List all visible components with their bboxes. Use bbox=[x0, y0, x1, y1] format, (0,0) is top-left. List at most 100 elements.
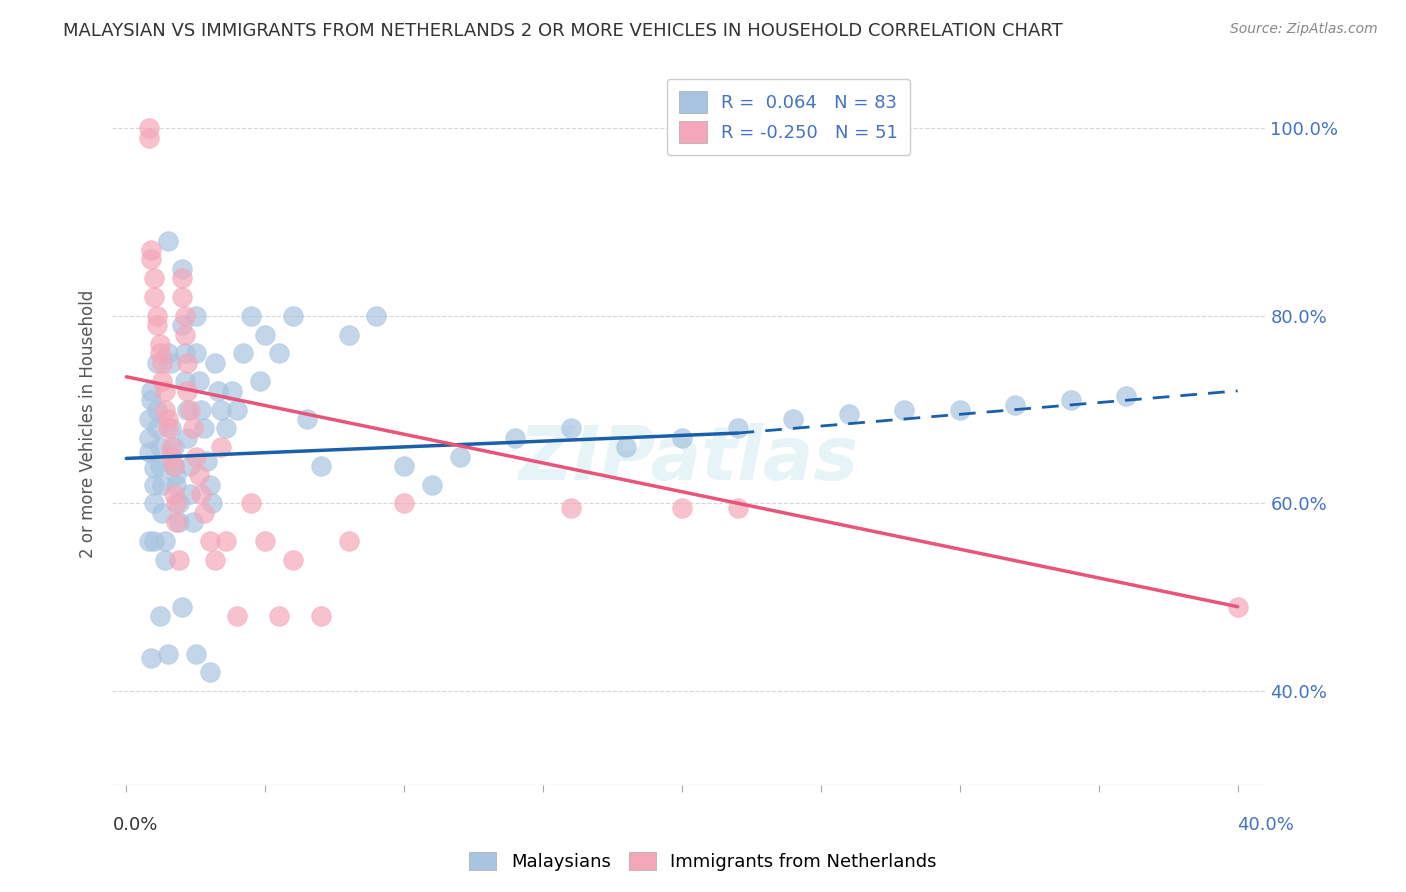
Point bbox=[143, 533, 166, 548]
Point bbox=[170, 599, 193, 614]
Point bbox=[198, 477, 221, 491]
Point bbox=[190, 402, 212, 417]
Point bbox=[152, 356, 174, 370]
Point bbox=[838, 407, 860, 421]
Point bbox=[146, 402, 169, 417]
Point bbox=[184, 450, 207, 464]
Point bbox=[165, 515, 187, 529]
Point bbox=[893, 402, 915, 417]
Point bbox=[671, 431, 693, 445]
Point bbox=[449, 450, 471, 464]
Point bbox=[176, 384, 198, 398]
Point bbox=[190, 487, 212, 501]
Point bbox=[173, 346, 195, 360]
Point bbox=[201, 496, 224, 510]
Point bbox=[141, 393, 163, 408]
Point bbox=[141, 384, 163, 398]
Point bbox=[1060, 393, 1083, 408]
Point bbox=[138, 445, 160, 459]
Point bbox=[392, 496, 415, 510]
Point bbox=[727, 501, 749, 516]
Point bbox=[949, 402, 972, 417]
Point bbox=[146, 421, 169, 435]
Point bbox=[195, 454, 218, 468]
Point bbox=[159, 440, 181, 454]
Point bbox=[170, 261, 193, 276]
Point bbox=[226, 609, 249, 624]
Point bbox=[146, 356, 169, 370]
Point bbox=[179, 458, 201, 473]
Point bbox=[157, 412, 180, 426]
Point bbox=[165, 468, 187, 483]
Point bbox=[173, 309, 195, 323]
Point bbox=[204, 553, 226, 567]
Point bbox=[138, 412, 160, 426]
Point bbox=[309, 609, 332, 624]
Point bbox=[782, 412, 804, 426]
Point bbox=[155, 533, 177, 548]
Point bbox=[1226, 599, 1249, 614]
Point bbox=[179, 487, 201, 501]
Point bbox=[281, 553, 304, 567]
Point bbox=[155, 402, 177, 417]
Point bbox=[215, 421, 238, 435]
Point bbox=[187, 468, 209, 483]
Point bbox=[184, 346, 207, 360]
Point bbox=[366, 309, 388, 323]
Point bbox=[254, 327, 277, 342]
Point bbox=[173, 375, 195, 389]
Point bbox=[295, 412, 318, 426]
Point bbox=[149, 337, 172, 351]
Point bbox=[167, 515, 190, 529]
Point bbox=[505, 431, 527, 445]
Point bbox=[269, 346, 291, 360]
Point bbox=[198, 665, 221, 680]
Legend: Malaysians, Immigrants from Netherlands: Malaysians, Immigrants from Netherlands bbox=[463, 845, 943, 879]
Point bbox=[392, 458, 415, 473]
Point bbox=[281, 309, 304, 323]
Point bbox=[671, 501, 693, 516]
Text: 40.0%: 40.0% bbox=[1237, 816, 1294, 834]
Point bbox=[187, 375, 209, 389]
Point bbox=[157, 234, 180, 248]
Point bbox=[616, 440, 638, 454]
Point bbox=[159, 356, 181, 370]
Point bbox=[198, 533, 221, 548]
Point bbox=[138, 533, 160, 548]
Point bbox=[155, 553, 177, 567]
Point bbox=[240, 496, 263, 510]
Point bbox=[162, 440, 184, 454]
Point bbox=[170, 318, 193, 333]
Legend: R =  0.064   N = 83, R = -0.250   N = 51: R = 0.064 N = 83, R = -0.250 N = 51 bbox=[666, 78, 911, 155]
Point bbox=[560, 421, 582, 435]
Point bbox=[337, 533, 360, 548]
Point bbox=[141, 243, 163, 257]
Point bbox=[269, 609, 291, 624]
Point bbox=[152, 506, 174, 520]
Point bbox=[240, 309, 263, 323]
Point bbox=[149, 458, 172, 473]
Point bbox=[176, 356, 198, 370]
Point bbox=[170, 290, 193, 304]
Point bbox=[162, 458, 184, 473]
Point bbox=[159, 421, 181, 435]
Point bbox=[138, 121, 160, 136]
Point bbox=[157, 421, 180, 435]
Point bbox=[179, 402, 201, 417]
Point bbox=[170, 271, 193, 285]
Point bbox=[176, 402, 198, 417]
Point bbox=[249, 375, 271, 389]
Point bbox=[181, 421, 204, 435]
Point bbox=[209, 402, 232, 417]
Text: 0.0%: 0.0% bbox=[112, 816, 157, 834]
Point bbox=[184, 309, 207, 323]
Point bbox=[176, 431, 198, 445]
Point bbox=[143, 496, 166, 510]
Text: MALAYSIAN VS IMMIGRANTS FROM NETHERLANDS 2 OR MORE VEHICLES IN HOUSEHOLD CORRELA: MALAYSIAN VS IMMIGRANTS FROM NETHERLANDS… bbox=[63, 22, 1063, 40]
Point bbox=[157, 647, 180, 661]
Point bbox=[141, 252, 163, 267]
Point bbox=[193, 421, 215, 435]
Point bbox=[149, 440, 172, 454]
Point bbox=[149, 609, 172, 624]
Point bbox=[152, 375, 174, 389]
